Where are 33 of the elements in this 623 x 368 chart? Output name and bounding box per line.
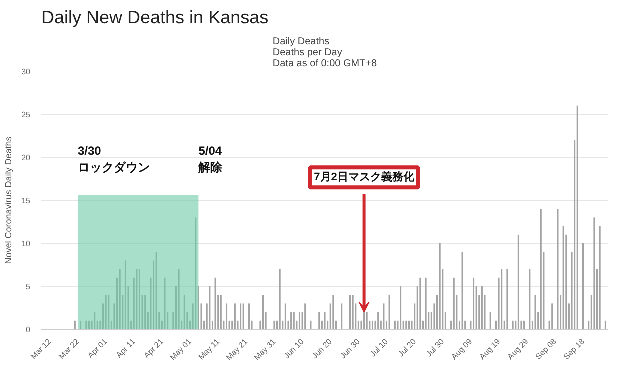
x-tick-label: Apr 11 [114, 336, 138, 360]
x-tick-label: Jun 10 [282, 336, 306, 361]
y-tick-label: 0 [26, 326, 32, 334]
annotation: 3/30 ロックダウン [78, 144, 150, 175]
annotation: 5/04 解除 [198, 144, 224, 175]
x-tick-label: Sep 08 [534, 336, 559, 362]
x-tick-label: Jun 30 [338, 336, 362, 361]
x-tick-label: May 21 [224, 336, 250, 362]
y-tick-label: 30 [22, 68, 32, 76]
x-tick-label: May 31 [252, 336, 278, 362]
x-tick-label: May 11 [197, 336, 222, 362]
y-tick-label: 15 [22, 196, 32, 206]
x-tick-label: Aug 09 [450, 336, 475, 362]
x-tick-label: Apr 01 [86, 336, 110, 360]
x-tick-label: Jun 20 [310, 336, 334, 361]
x-tick-label: Mar 12 [29, 336, 54, 362]
y-tick-label: 10 [22, 240, 32, 248]
y-tick-label: 20 [22, 154, 32, 162]
annotation: 7月2日マスク義務化 [314, 170, 416, 184]
chart-title: Daily New Deaths in Kansas [42, 8, 269, 28]
x-tick-label: Jul 10 [368, 336, 390, 359]
x-tick-label: May 01 [168, 336, 194, 362]
x-tick-label: Sep 18 [562, 336, 587, 362]
x-tick-label: Mar 22 [57, 336, 82, 362]
y-tick-label: 25 [22, 110, 32, 120]
x-tick-label: Apr 21 [142, 336, 166, 360]
chart-subtitle: Daily Deaths Deaths per Day Data as of 0:00 GMT+8 [272, 36, 378, 70]
x-tick-label: Jul 20 [396, 336, 418, 359]
x-tick-label: Aug 29 [506, 336, 531, 362]
x-tick-label: Jul 30 [424, 336, 446, 359]
y-axis-title: Novel Coronavirus Daily Deaths [4, 136, 14, 264]
y-tick-label: 5 [26, 282, 32, 292]
x-tick-label: Aug 19 [478, 336, 503, 362]
